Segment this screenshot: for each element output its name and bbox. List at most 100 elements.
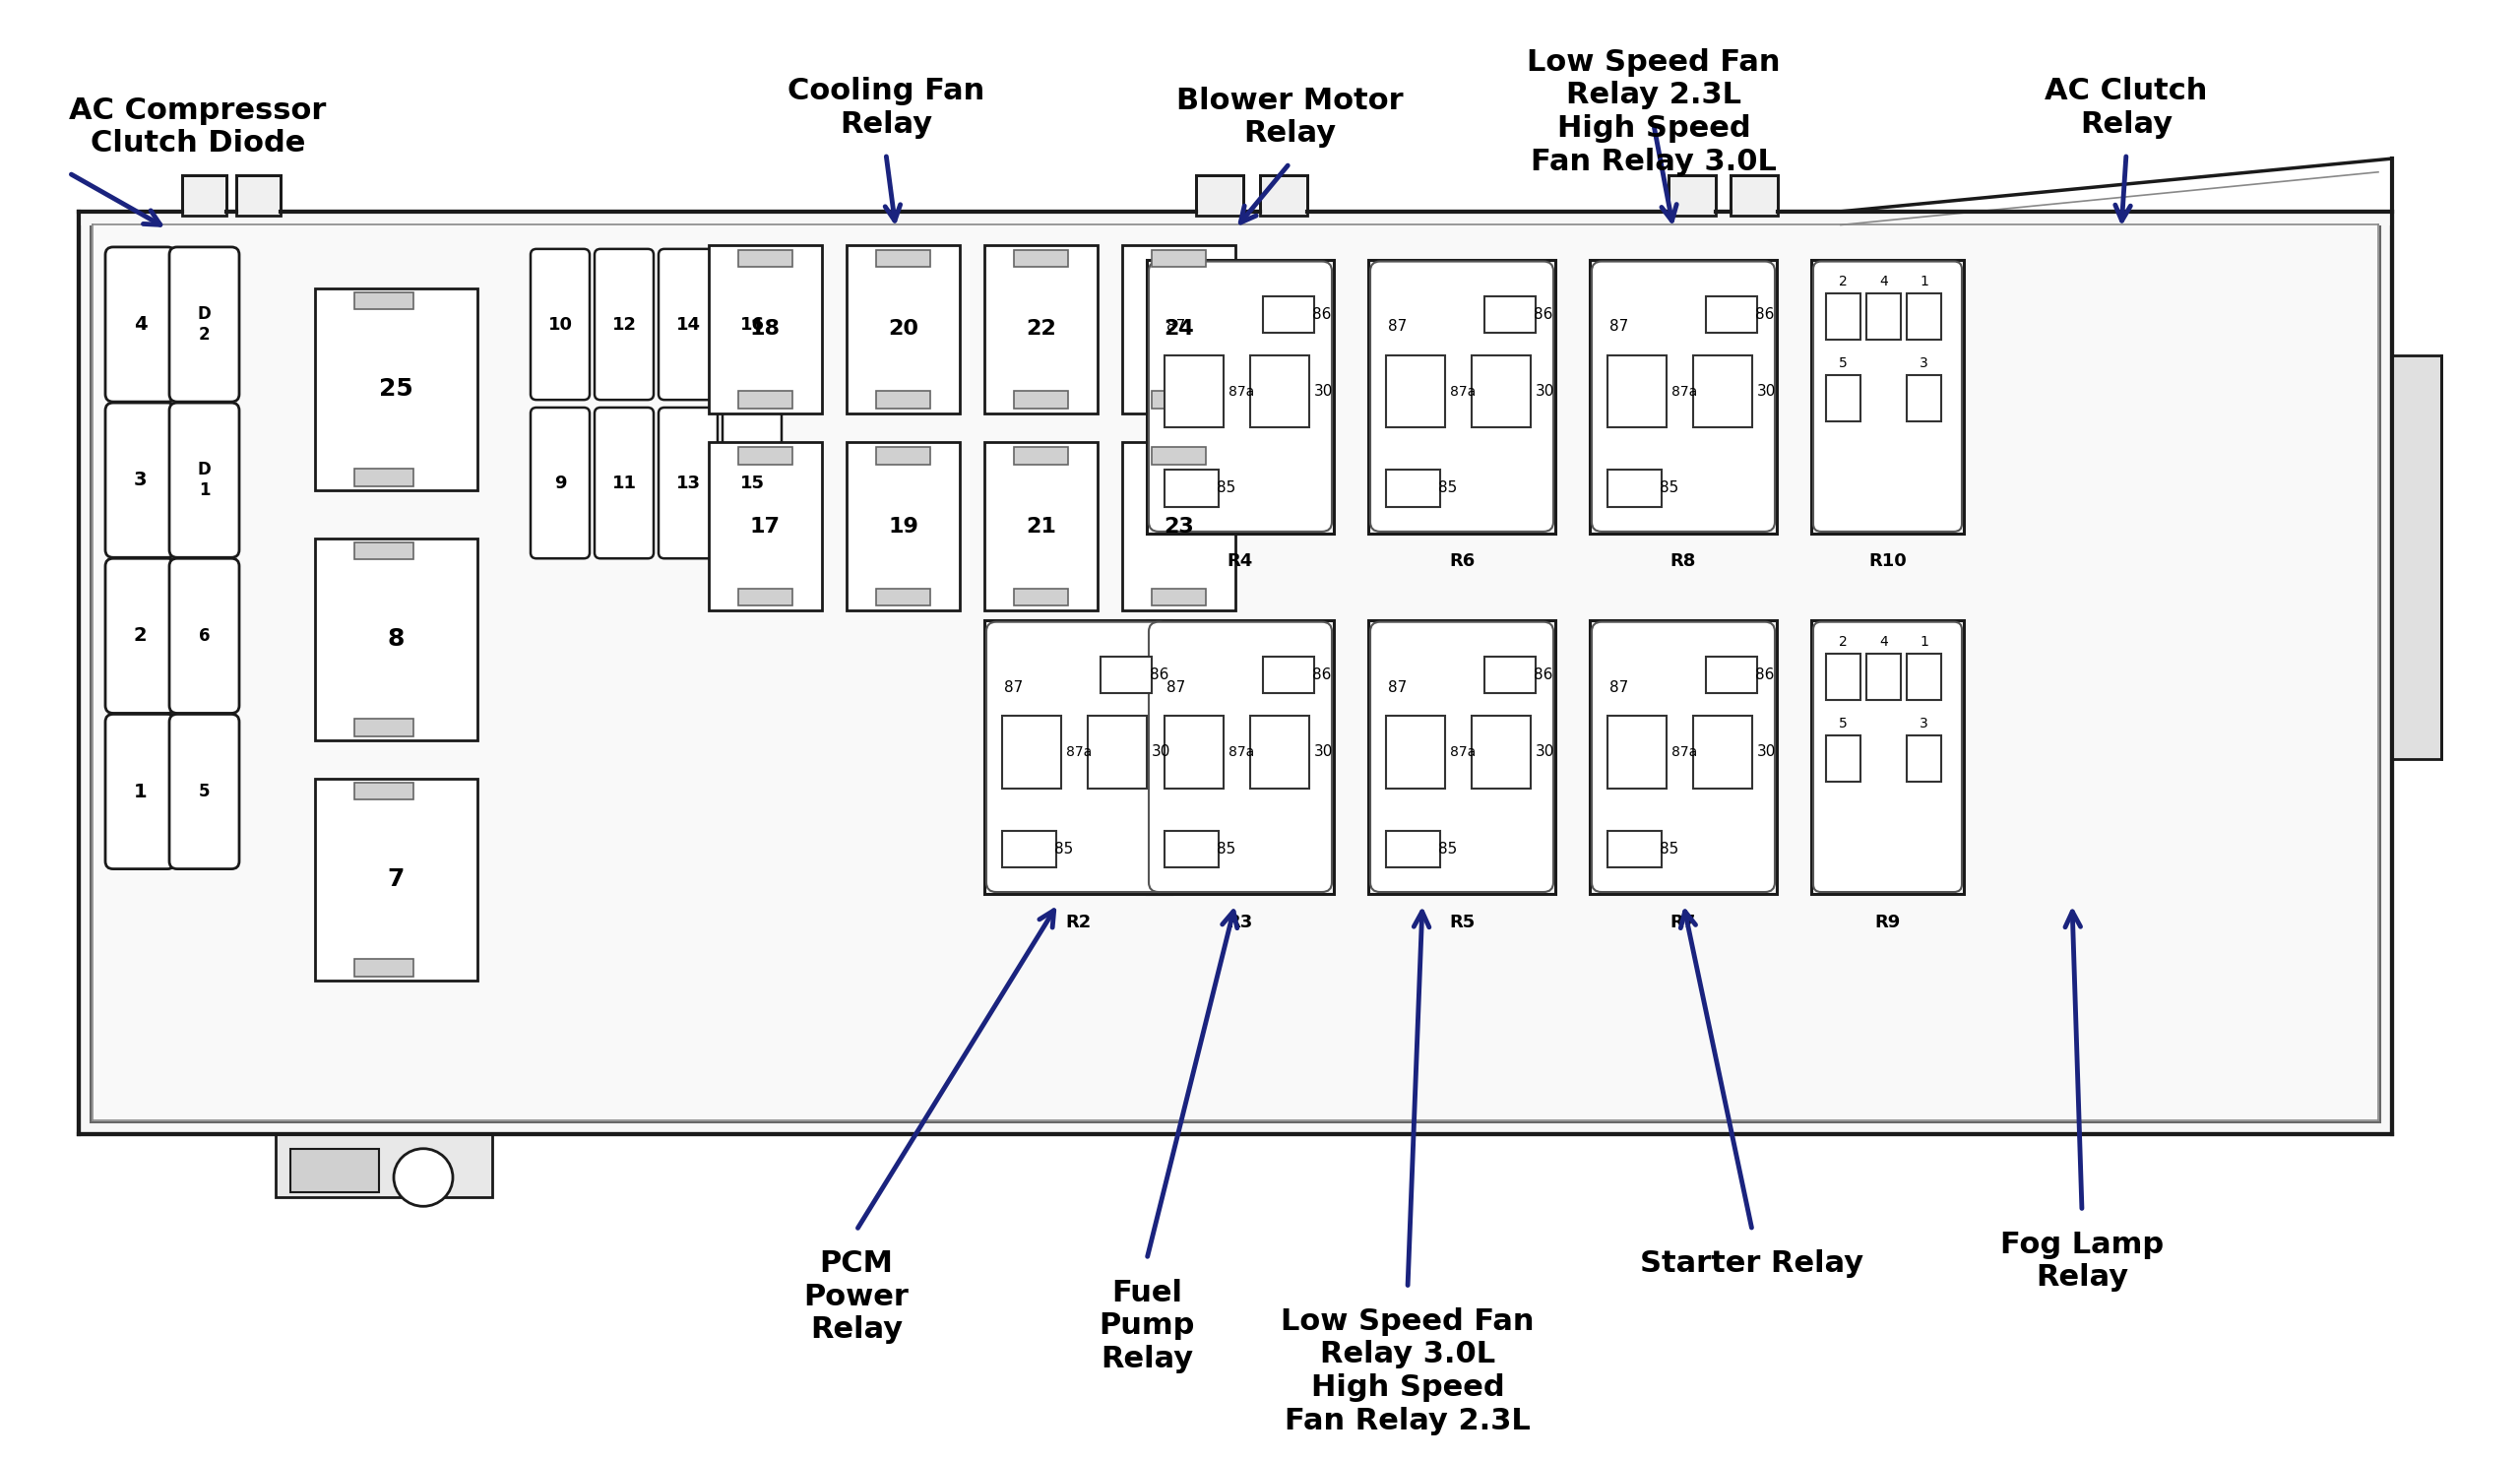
Bar <box>290 1149 378 1191</box>
Text: 87a: 87a <box>1066 745 1091 759</box>
Text: 87a: 87a <box>1449 385 1477 399</box>
Bar <box>1152 391 1207 409</box>
Bar <box>1590 620 1777 894</box>
Bar <box>738 391 791 409</box>
Text: 16: 16 <box>741 315 764 333</box>
Bar <box>708 245 822 413</box>
Text: 85: 85 <box>1056 841 1074 856</box>
Text: 3: 3 <box>1920 356 1928 371</box>
Text: 12: 12 <box>612 315 638 333</box>
Text: 2: 2 <box>134 626 146 645</box>
Text: 87a: 87a <box>1671 385 1698 399</box>
Bar <box>2391 356 2442 759</box>
Bar <box>1827 736 1860 781</box>
Bar <box>1867 654 1900 699</box>
Text: 17: 17 <box>751 517 781 536</box>
Text: 87: 87 <box>1610 320 1628 334</box>
Bar <box>1867 293 1900 339</box>
FancyBboxPatch shape <box>169 714 239 869</box>
Text: 86: 86 <box>1535 667 1552 682</box>
Text: 30: 30 <box>1535 745 1555 759</box>
Bar <box>1668 175 1716 215</box>
Text: 85: 85 <box>1661 480 1678 496</box>
Bar <box>1368 620 1555 894</box>
Text: 1: 1 <box>134 783 146 802</box>
Text: 14: 14 <box>675 315 701 333</box>
Text: 87: 87 <box>1005 680 1023 695</box>
Text: 6: 6 <box>199 626 209 645</box>
Text: R5: R5 <box>1449 912 1474 931</box>
Bar <box>1250 356 1310 428</box>
Text: PCM
Power
Relay: PCM Power Relay <box>804 1250 910 1345</box>
Text: 86: 86 <box>1756 307 1774 321</box>
Bar <box>237 175 280 215</box>
Text: 2: 2 <box>1840 274 1847 289</box>
Bar <box>708 442 822 610</box>
Bar <box>1013 588 1068 606</box>
Text: 7: 7 <box>388 867 406 891</box>
FancyBboxPatch shape <box>532 407 590 559</box>
Text: 87a: 87a <box>1671 745 1698 759</box>
Circle shape <box>393 1149 454 1206</box>
Bar <box>1013 447 1068 464</box>
Text: 87a: 87a <box>1230 385 1255 399</box>
Text: 86: 86 <box>1313 667 1331 682</box>
Text: 5: 5 <box>1840 717 1847 730</box>
Bar <box>1152 588 1207 606</box>
Text: 9: 9 <box>554 475 567 492</box>
Bar <box>1608 356 1666 428</box>
FancyBboxPatch shape <box>1593 261 1774 531</box>
Bar <box>1693 356 1751 428</box>
Bar <box>1472 356 1530 428</box>
FancyBboxPatch shape <box>1149 261 1333 531</box>
Bar <box>1147 260 1333 533</box>
Bar <box>275 1134 491 1197</box>
Bar <box>1472 715 1530 788</box>
Text: Blower Motor
Relay: Blower Motor Relay <box>1177 86 1404 147</box>
Bar <box>1013 391 1068 409</box>
Text: 86: 86 <box>1149 667 1169 682</box>
Text: 87: 87 <box>1167 680 1187 695</box>
Text: 86: 86 <box>1535 307 1552 321</box>
Bar <box>78 212 2391 1134</box>
Bar <box>1250 715 1310 788</box>
Text: 10: 10 <box>547 315 572 333</box>
FancyBboxPatch shape <box>985 622 1169 892</box>
Text: 13: 13 <box>675 475 701 492</box>
Bar <box>1147 620 1333 894</box>
Text: R9: R9 <box>1875 912 1900 931</box>
Text: R3: R3 <box>1227 912 1252 931</box>
Bar <box>1908 293 1940 339</box>
Bar <box>1263 657 1313 694</box>
Text: R7: R7 <box>1671 912 1696 931</box>
Text: 87a: 87a <box>1230 745 1255 759</box>
Bar <box>91 223 2381 1123</box>
Text: 3: 3 <box>1920 717 1928 730</box>
Bar <box>1608 715 1666 788</box>
Text: 87: 87 <box>1389 320 1406 334</box>
Text: 25: 25 <box>378 378 413 402</box>
Text: R8: R8 <box>1671 553 1696 571</box>
Text: 30: 30 <box>1756 384 1777 399</box>
Bar <box>1731 175 1777 215</box>
Text: 22: 22 <box>1026 320 1056 339</box>
Text: 86: 86 <box>1756 667 1774 682</box>
FancyBboxPatch shape <box>169 247 239 402</box>
Text: 11: 11 <box>612 475 638 492</box>
Bar <box>985 245 1099 413</box>
Text: 87: 87 <box>1610 680 1628 695</box>
Text: 8: 8 <box>388 628 406 651</box>
Text: Low Speed Fan
Relay 3.0L
High Speed
Fan Relay 2.3L: Low Speed Fan Relay 3.0L High Speed Fan … <box>1280 1307 1535 1435</box>
Bar <box>1812 260 1963 533</box>
FancyBboxPatch shape <box>1149 622 1333 892</box>
Bar <box>1164 356 1225 428</box>
Bar <box>1013 250 1068 267</box>
Bar <box>1121 442 1235 610</box>
Bar <box>1164 470 1220 507</box>
FancyBboxPatch shape <box>106 403 176 558</box>
Bar <box>1812 620 1963 894</box>
FancyBboxPatch shape <box>658 250 718 400</box>
Text: 30: 30 <box>1535 384 1555 399</box>
FancyBboxPatch shape <box>1371 622 1552 892</box>
Text: 15: 15 <box>741 475 764 492</box>
